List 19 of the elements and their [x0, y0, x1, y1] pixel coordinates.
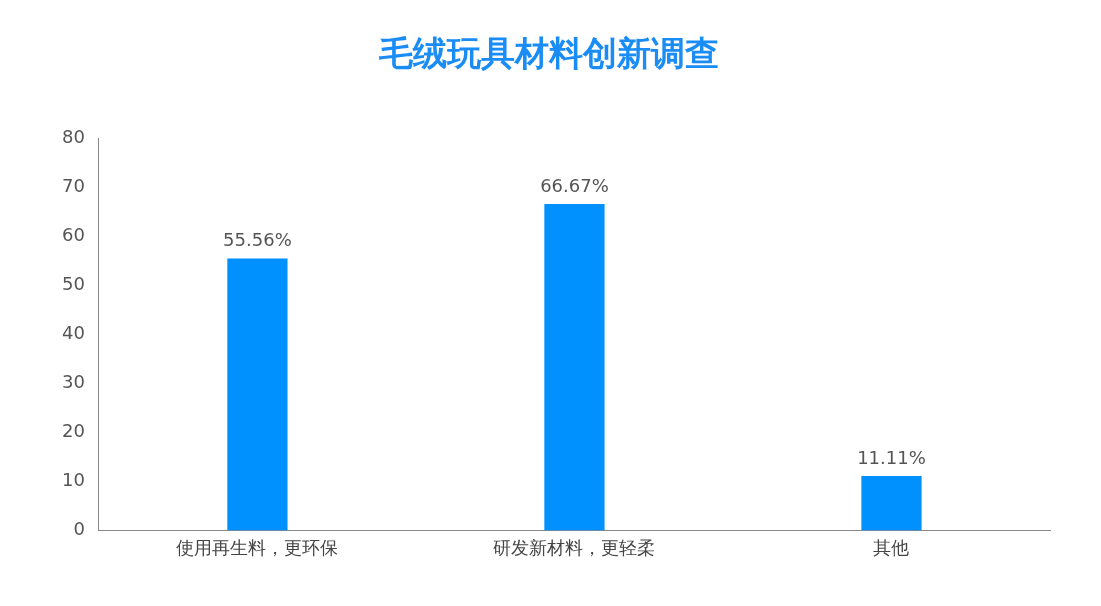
chart-title: 毛绒玩具材料创新调查 — [378, 33, 719, 74]
bar — [544, 204, 605, 531]
y-tick-label: 0 — [73, 518, 85, 540]
bar — [861, 476, 922, 531]
y-tick-label: 30 — [62, 371, 85, 393]
bar — [227, 258, 288, 531]
y-tick-label: 40 — [62, 322, 85, 344]
data-label: 11.11% — [857, 446, 926, 468]
data-label: 55.56% — [223, 229, 292, 251]
y-tick-label: 50 — [62, 273, 85, 295]
data-label: 66.67% — [540, 174, 609, 196]
y-tick-label: 80 — [62, 126, 85, 148]
x-tick-label: 使用再生料，更环保 — [176, 536, 339, 558]
y-tick-label: 10 — [62, 469, 85, 491]
y-tick-label: 20 — [62, 420, 85, 442]
x-tick-label: 其他 — [873, 536, 910, 558]
x-tick-label: 研发新材料，更轻柔 — [493, 536, 656, 558]
y-tick-label: 70 — [62, 175, 85, 197]
y-tick-label: 60 — [62, 224, 85, 246]
